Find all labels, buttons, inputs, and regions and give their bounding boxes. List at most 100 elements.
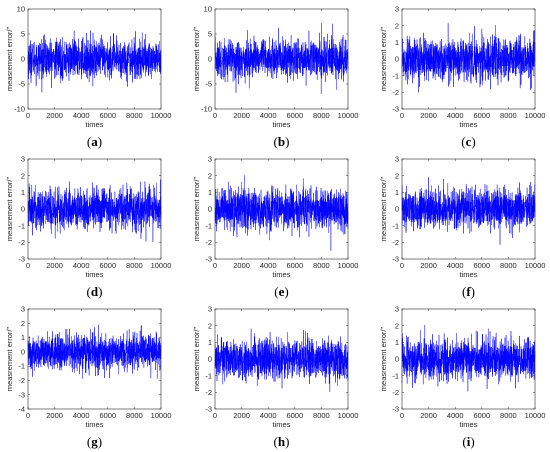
x-tick-label: 2000: [420, 111, 437, 120]
x-tick-label: 2000: [46, 111, 63, 120]
x-tick-label: 6000: [99, 411, 116, 420]
x-tick-label: 4000: [73, 111, 90, 120]
y-tick-label: -4: [18, 405, 25, 414]
x-tick-label: 10000: [151, 261, 172, 270]
y-tick-label: 2: [395, 171, 399, 180]
y-tick-label: -1: [205, 371, 212, 380]
series-line: [27, 324, 162, 379]
x-tick-label: 6000: [286, 111, 303, 120]
x-tick-label: 2000: [233, 111, 250, 120]
x-tick-label: 8000: [126, 261, 143, 270]
y-tick-label: 10: [17, 5, 25, 14]
x-axis-label: times: [273, 120, 291, 129]
y-tick-label: 0: [395, 55, 399, 64]
y-axis-label: measrement error/": [192, 326, 201, 391]
y-tick-label: 1: [21, 333, 25, 342]
y-tick-label: -1: [392, 71, 399, 80]
x-tick-label: 4000: [260, 111, 277, 120]
y-axis-label: measrement error/": [5, 176, 14, 241]
y-tick-label: 2: [21, 319, 25, 328]
series-line: [214, 175, 349, 251]
y-tick-label: 0: [208, 205, 212, 214]
y-tick-label: 2: [208, 321, 212, 330]
x-axis-label: times: [460, 420, 478, 429]
panel-caption: (e): [274, 284, 288, 299]
panel-caption: (b): [274, 134, 290, 149]
y-tick-label: 0: [208, 55, 212, 64]
x-tick-label: 0: [400, 261, 404, 270]
y-tick-label: 2: [395, 321, 399, 330]
y-tick-label: -1: [392, 371, 399, 380]
x-tick-label: 8000: [313, 261, 330, 270]
x-tick-label: 4000: [73, 411, 90, 420]
panel-caption: (h): [274, 434, 290, 449]
x-tick-label: 8000: [500, 111, 517, 120]
y-axis-label: measrement error/": [379, 326, 388, 391]
x-tick-label: 10000: [151, 411, 172, 420]
x-tick-label: 4000: [447, 261, 464, 270]
y-tick-label: 3: [21, 155, 25, 164]
y-tick-label: 0: [21, 55, 25, 64]
x-axis-label: times: [460, 270, 478, 279]
x-tick-label: 10000: [338, 261, 359, 270]
panel-f: 0 2000 4000 6000 8000 10000 -3 -2 -1 0 1 2 3 times mea…: [379, 155, 545, 299]
y-tick-label: -3: [392, 405, 399, 414]
x-tick-label: 8000: [126, 411, 143, 420]
x-axis-label: times: [86, 420, 104, 429]
y-tick-label: 1: [21, 188, 25, 197]
y-tick-label: 2: [208, 171, 212, 180]
y-tick-label: 0: [395, 355, 399, 364]
x-tick-label: 2000: [233, 261, 250, 270]
x-axis-label: times: [86, 120, 104, 129]
x-tick-label: 0: [400, 111, 404, 120]
y-axis-label: measrement error/": [5, 26, 14, 91]
x-tick-label: 4000: [447, 411, 464, 420]
y-tick-label: 3: [21, 305, 25, 314]
x-tick-label: 8000: [126, 111, 143, 120]
y-tick-label: -3: [18, 255, 25, 264]
y-tick-label: -2: [205, 388, 212, 397]
y-tick-label: 1: [208, 188, 212, 197]
y-tick-label: -3: [18, 390, 25, 399]
x-tick-label: 0: [213, 261, 217, 270]
y-axis-label: measrement error/": [5, 326, 14, 391]
y-tick-label: -3: [205, 255, 212, 264]
x-tick-label: 0: [26, 261, 30, 270]
series-line: [214, 328, 349, 392]
y-tick-label: -2: [18, 376, 25, 385]
y-tick-label: 1: [208, 338, 212, 347]
y-axis-label: measrement error/": [192, 176, 201, 241]
x-tick-label: 0: [213, 411, 217, 420]
x-tick-label: 4000: [260, 411, 277, 420]
x-tick-label: 10000: [525, 261, 546, 270]
y-tick-label: 1: [395, 338, 399, 347]
y-tick-label: 3: [395, 155, 399, 164]
y-tick-label: -2: [392, 238, 399, 247]
y-tick-label: -3: [392, 255, 399, 264]
x-tick-label: 6000: [473, 411, 490, 420]
panel-b: 0 2000 4000 6000 8000 10000 -10 -5 0 5 10 times meas…: [192, 5, 358, 149]
y-tick-label: -3: [205, 405, 212, 414]
y-tick-label: 3: [208, 305, 212, 314]
x-tick-label: 6000: [473, 261, 490, 270]
y-tick-label: 5: [208, 30, 212, 39]
y-tick-label: -1: [205, 221, 212, 230]
y-axis-label: measrement error/": [192, 26, 201, 91]
x-tick-label: 8000: [500, 261, 517, 270]
x-tick-label: 0: [400, 411, 404, 420]
x-tick-label: 10000: [338, 111, 359, 120]
x-tick-label: 8000: [500, 411, 517, 420]
x-tick-label: 4000: [260, 261, 277, 270]
y-tick-label: 1: [395, 38, 399, 47]
y-axis-label: measrement error/": [379, 176, 388, 241]
panel-i: 0 2000 4000 6000 8000 10000 -3 -2 -1 0 1 2 3 times mea…: [379, 305, 545, 449]
y-tick-label: 3: [395, 305, 399, 314]
x-tick-label: 0: [26, 111, 30, 120]
y-tick-label: -5: [205, 80, 212, 89]
y-tick-label: 0: [395, 205, 399, 214]
x-axis-label: times: [86, 270, 104, 279]
y-tick-label: -2: [18, 238, 25, 247]
y-tick-label: 2: [21, 171, 25, 180]
y-tick-label: -1: [392, 221, 399, 230]
